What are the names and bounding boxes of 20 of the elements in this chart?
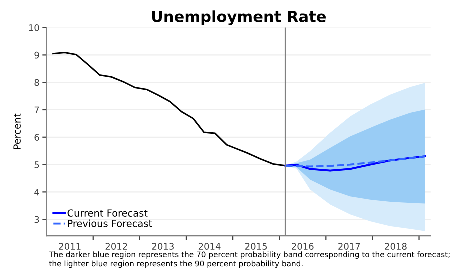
y-tick-label: 3 [34,216,40,224]
chart-title: Unemployment Rate [152,10,326,26]
y-tick-label: 10 [29,24,40,32]
x-tick-label: 2016 [292,243,314,250]
y-axis-title: Percent [14,114,21,150]
y-tick-label: 7 [34,106,40,114]
x-tick-label: 2017 [338,243,360,250]
x-tick-label: 2018 [385,243,407,250]
y-tick-label: 4 [34,189,40,196]
y-tick-label: 6 [34,134,40,141]
x-tick-label: 2014 [198,243,221,250]
y-tick-label: 5 [34,162,40,168]
x-tick-label: 2011 [59,243,81,250]
legend-label: Previous Forecast [68,220,152,228]
y-tick-label: 8 [34,79,40,86]
legend-label: Current Forecast [68,210,148,217]
x-tick-label: 2013 [152,243,174,250]
x-tick-label: 2012 [106,243,128,250]
x-tick-label: 2015 [245,243,268,250]
y-tick-label: 9 [34,52,40,59]
